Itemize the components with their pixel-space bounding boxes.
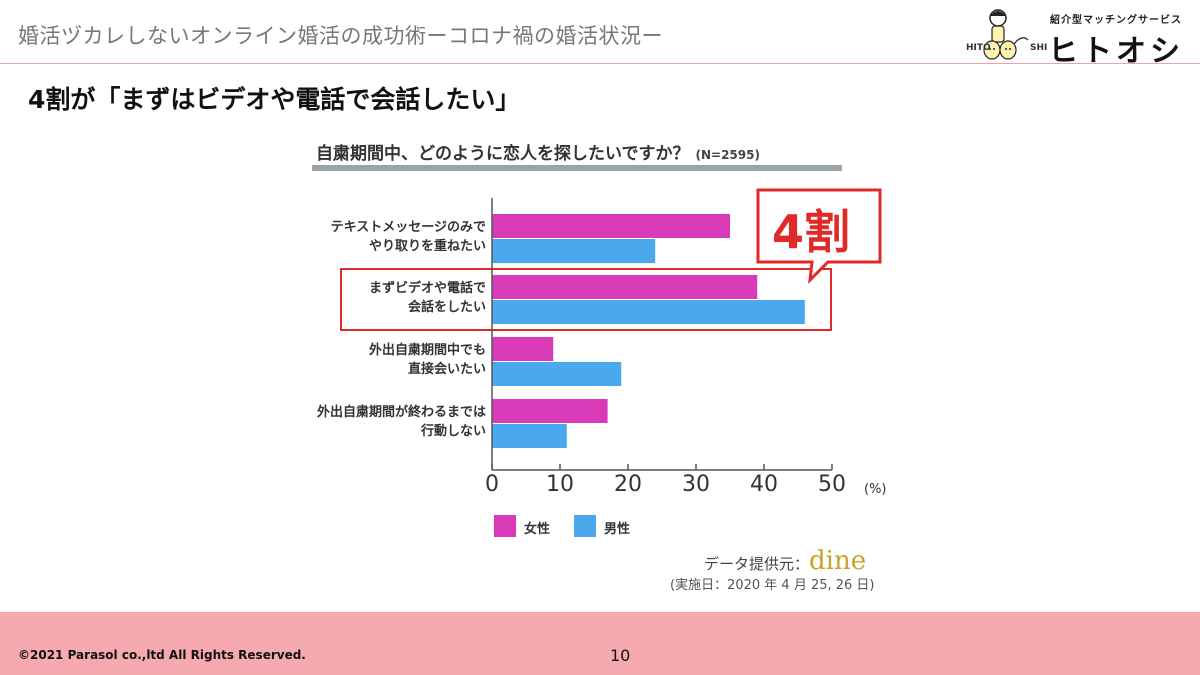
slide-headline: 4割が「まずはビデオや電話で会話したい」 — [28, 85, 521, 114]
x-tick-label: 20 — [614, 472, 642, 497]
x-tick-label: 50 — [818, 472, 846, 497]
category-label: 会話をしたい — [407, 300, 486, 315]
hitooshi-logo — [983, 9, 1029, 60]
category-label: 外出自粛期間中でも — [368, 343, 486, 358]
legend-label-male: 男性 — [604, 522, 631, 537]
category-label: まずビデオや電話で — [368, 281, 486, 296]
category-label: 行動しない — [420, 424, 486, 439]
legend-swatch-male — [574, 515, 596, 537]
x-tick-label: 0 — [485, 472, 499, 497]
category-label: テキストメッセージのみで — [330, 220, 486, 235]
x-axis-unit: (%) — [864, 482, 887, 497]
chart-title: 自粛期間中、どのように恋人を探したいですか？ (N=2595) — [316, 139, 760, 164]
category-label: 直接会いたい — [407, 362, 486, 377]
logo-hito-text: HITO — [966, 43, 991, 53]
x-tick-label: 30 — [682, 472, 710, 497]
category-label: やり取りを重ねたい — [368, 239, 486, 254]
mascot-illustration — [983, 9, 1029, 60]
data-source: データ提供元：dine — [704, 546, 866, 576]
logo-tagline: 紹介型マッチングサービス — [1050, 15, 1182, 26]
logo-shi-text: SHI — [1030, 43, 1048, 53]
category-label: 外出自粛期間が終わるまでは — [316, 405, 486, 420]
data-source-brand: dine — [809, 546, 867, 576]
copyright-text: ©2021 Parasol co.,ltd All Rights Reserve… — [18, 648, 306, 662]
logo-wordmark: ヒトオシ — [1048, 34, 1184, 69]
survey-chart: 自粛期間中、どのように恋人を探したいですか？ (N=2595) — [300, 125, 900, 605]
legend-swatch-female — [494, 515, 516, 537]
legend-label-female: 女性 — [524, 522, 551, 537]
data-source-label: データ提供元： — [704, 555, 810, 573]
slide-header-title: 婚活ヅカレしないオンライン婚活の成功術ーコロナ禍の婚活状況ー — [18, 24, 663, 48]
x-tick-label: 10 — [546, 472, 574, 497]
callout-percentage: 4割 — [772, 205, 851, 259]
chart-sample-size: (N=2595) — [695, 148, 760, 162]
page-number: 10 — [610, 646, 631, 665]
x-tick-label: 40 — [750, 472, 778, 497]
slide-header: 婚活ヅカレしないオンライン婚活の成功術ーコロナ禍の婚活状況ー — [0, 0, 1200, 64]
slide-footer — [0, 612, 1200, 675]
chart-title-text: 自粛期間中、どのように恋人を探したいですか？ — [316, 144, 690, 164]
survey-date: (実施日：2020 年 4 月 25, 26 日) — [670, 578, 875, 593]
